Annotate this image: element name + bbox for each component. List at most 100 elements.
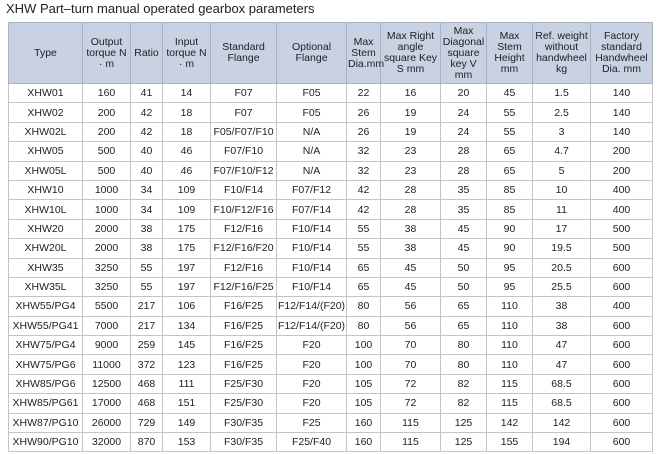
table-cell: 200 [590, 141, 653, 162]
table-cell: 100 [346, 354, 381, 375]
table-cell: 42 [346, 199, 381, 220]
table-cell: XHW05L [8, 160, 83, 181]
table-cell: 142 [532, 412, 591, 434]
table-cell: 24 [440, 121, 487, 143]
table-cell: F30/F35 [210, 412, 277, 434]
table-cell: 46 [162, 160, 211, 181]
table-cell: F07/F12 [276, 179, 347, 201]
table-cell: 65 [346, 257, 381, 278]
table-cell: 140 [590, 82, 653, 104]
table-cell: F30/F35 [210, 432, 277, 453]
table-cell: 80 [440, 354, 487, 375]
table-cell: 26 [346, 102, 381, 123]
table-cell: 65 [486, 160, 533, 181]
header-row: Type Output torque N · m Ratio Input torque… [8, 22, 653, 84]
table-cell: 55 [130, 276, 163, 298]
table-cell: 19 [380, 102, 441, 123]
table-cell: 65 [440, 315, 487, 337]
table-cell: 1000 [82, 199, 131, 220]
table-cell: 45 [486, 82, 533, 104]
table-cell: 68.5 [532, 373, 591, 395]
table-body: XHW01 160 41 14 F07 F05 22 16 20 45 1.5 140 XHW02 200… [8, 82, 653, 453]
table-cell: 16 [380, 82, 441, 104]
table-cell: 90 [486, 218, 533, 240]
table-cell: 197 [162, 276, 211, 298]
table-cell: 140 [590, 121, 653, 143]
table-cell: F12/F14/(F20) [276, 296, 347, 317]
table-cell: 45 [440, 238, 487, 259]
table-cell: XHW20L [8, 238, 83, 259]
table-cell: 80 [440, 335, 487, 356]
table-cell: 47 [532, 354, 591, 375]
table-cell: 65 [346, 276, 381, 298]
table-row: XHW20 2000 38 175 F12/F16 F10/F14 55 38 45 90 17 50… [8, 218, 653, 240]
table-row: XHW10L 1000 34 109 F10/F12/F16 F07/F14 42 28 35 8… [8, 199, 653, 220]
table-cell: 155 [486, 432, 533, 453]
table-cell: 2.5 [532, 102, 591, 123]
table-cell: 468 [130, 373, 163, 395]
table-cell: 26 [346, 121, 381, 143]
table-cell: 40 [130, 160, 163, 181]
table-cell: 115 [486, 373, 533, 395]
table-cell: 729 [130, 412, 163, 434]
table-cell: 100 [346, 335, 381, 356]
table-cell: 95 [486, 257, 533, 278]
table-cell: 111 [162, 373, 211, 395]
table-cell: 72 [380, 373, 441, 395]
table-row: XHW20L 2000 38 175 F12/F16/F20 F10/F14 55 38 45 9… [8, 238, 653, 259]
table-cell: 65 [440, 296, 487, 317]
table-cell: 80 [346, 315, 381, 337]
table-cell: 95 [486, 276, 533, 298]
column-header: Type [8, 22, 83, 84]
table-row: XHW01 160 41 14 F07 F05 22 16 20 45 1.5 140 [8, 82, 653, 104]
table-cell: XHW85/PG61 [8, 393, 83, 414]
table-cell: 85 [486, 199, 533, 220]
table-cell: 160 [82, 82, 131, 104]
column-header: Optional Flange [276, 22, 347, 84]
table-row: XHW55/PG4 5500 217 106 F16/F25 F12/F14/(F20) 8… [8, 296, 653, 317]
table-cell: 142 [486, 412, 533, 434]
table-cell: F10/F14 [276, 238, 347, 259]
table-cell: F20 [276, 335, 347, 356]
table-cell: F07 [210, 82, 277, 104]
table-cell: F05 [276, 102, 347, 123]
table-cell: 38 [380, 218, 441, 240]
table-cell: F25/F30 [210, 393, 277, 414]
table-cell: F25 [276, 412, 347, 434]
table-cell: 123 [162, 354, 211, 375]
table-cell: 400 [590, 199, 653, 220]
table-cell: F10/F12/F16 [210, 199, 277, 220]
table-cell: 600 [590, 412, 653, 434]
table-cell: 500 [590, 238, 653, 259]
table-cell: 110 [486, 315, 533, 337]
table-cell: 600 [590, 432, 653, 453]
table-cell: XHW85/PG6 [8, 373, 83, 395]
table-cell: F16/F25 [210, 335, 277, 356]
table-cell: F10/F14 [276, 257, 347, 278]
table-cell: 35 [440, 199, 487, 220]
table-cell: 110 [486, 354, 533, 375]
table-cell: 42 [346, 179, 381, 201]
column-header: Input torque N · m [162, 22, 211, 84]
table-cell: F20 [276, 393, 347, 414]
table-cell: 134 [162, 315, 211, 337]
table-cell: 5 [532, 160, 591, 181]
table-cell: F05/F07/F10 [210, 121, 277, 143]
table-cell: XHW10L [8, 199, 83, 220]
table-cell: 55 [130, 257, 163, 278]
table-cell: XHW10 [8, 179, 83, 201]
table-cell: XHW87/PG10 [8, 412, 83, 434]
table-cell: XHW01 [8, 82, 83, 104]
table-cell: 9000 [82, 335, 131, 356]
table-row: XHW85/PG61 17000 468 151 F25/F30 F20 105 72 82 11… [8, 393, 653, 414]
table-cell: XHW75/PG6 [8, 354, 83, 375]
table-cell: 80 [346, 296, 381, 317]
table-cell: 200 [82, 121, 131, 143]
table-cell: 68.5 [532, 393, 591, 414]
table-cell: 106 [162, 296, 211, 317]
table-cell: XHW20 [8, 218, 83, 240]
table-cell: 160 [346, 432, 381, 453]
table-cell: F05 [276, 82, 347, 104]
table-cell: 115 [380, 412, 441, 434]
table-cell: 50 [440, 257, 487, 278]
